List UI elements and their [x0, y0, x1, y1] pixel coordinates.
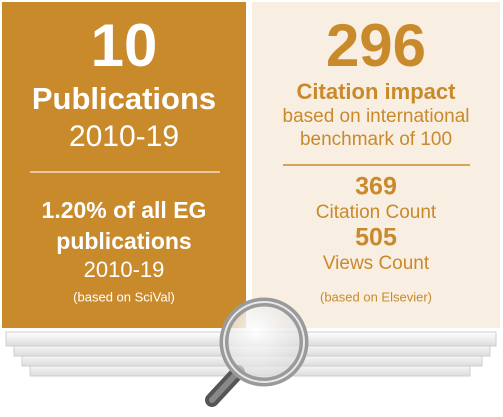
description: based on international [283, 106, 470, 127]
citation-impact-label: Citation impact [297, 79, 457, 104]
left-panel [2, 2, 246, 328]
citation-impact-value: 296 [326, 12, 426, 79]
citation-count-label: Citation Count [316, 202, 437, 223]
source-note: (based on Elsevier) [320, 289, 432, 304]
description: benchmark of 100 [300, 129, 452, 150]
period: 2010-19 [69, 120, 179, 153]
magnifier-icon [205, 297, 309, 407]
source-note: (based on SciVal) [73, 289, 175, 304]
share-text: 1.20% of all EG [42, 197, 207, 223]
publication-count: 10 [91, 12, 158, 79]
publication-label: Publications [32, 81, 216, 116]
views-count: 505 [355, 224, 397, 252]
share-text: publications [56, 228, 191, 254]
views-count-label: Views Count [323, 253, 430, 274]
share-period: 2010-19 [84, 257, 165, 282]
citation-count: 369 [355, 173, 397, 201]
